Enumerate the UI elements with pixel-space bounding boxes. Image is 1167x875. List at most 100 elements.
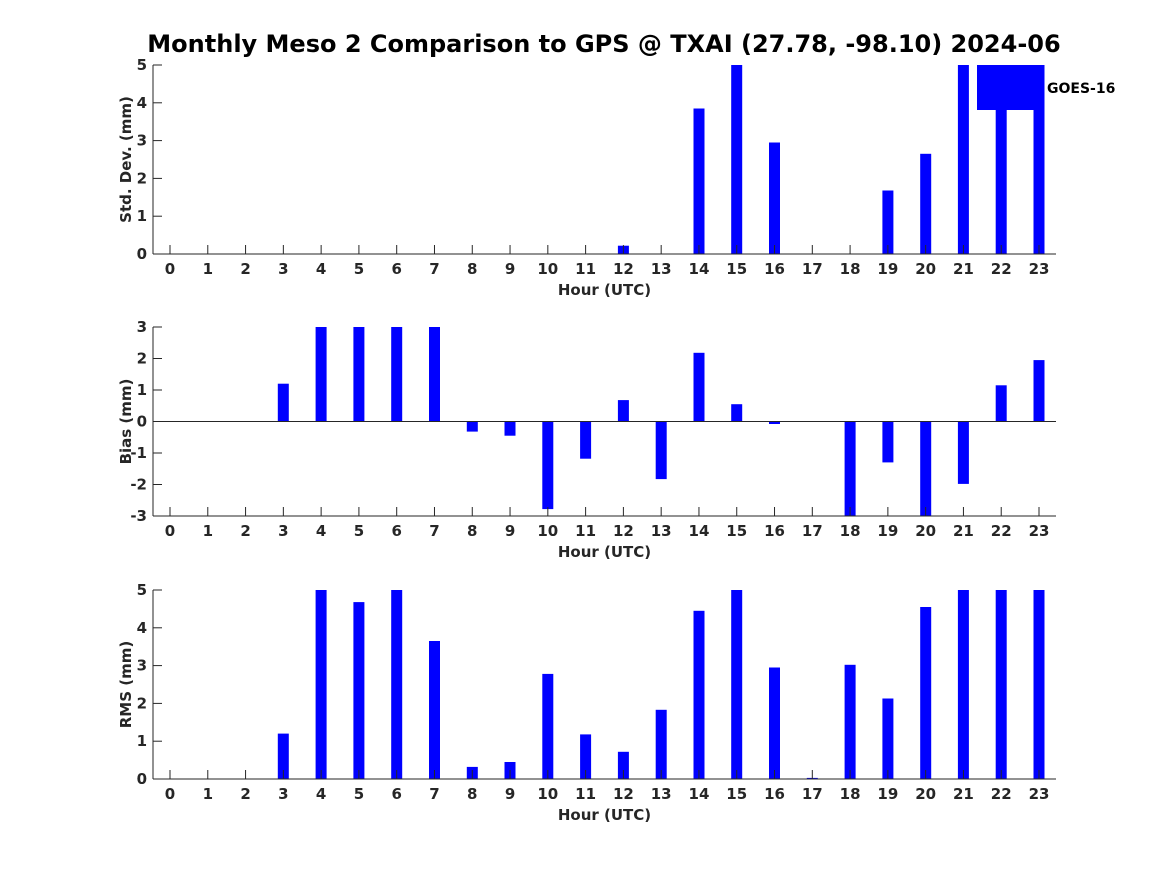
bar-hour-12 — [617, 751, 629, 779]
bar-hour-14 — [693, 108, 705, 254]
bar-hour-19 — [882, 421, 894, 463]
y-axis-label: Std. Dev. (mm) — [117, 96, 135, 223]
legend-label: GOES-16 — [1047, 81, 1115, 97]
x-tick-label: 19 — [877, 785, 898, 803]
bar-hour-21 — [957, 65, 969, 254]
x-tick-label: 13 — [651, 785, 672, 803]
y-tick-label: 0 — [137, 413, 147, 431]
bar-hour-10 — [542, 421, 554, 510]
y-tick-label: 4 — [137, 619, 147, 637]
x-tick-label: 7 — [429, 522, 439, 540]
x-tick-label: 9 — [505, 522, 515, 540]
x-tick-label: 3 — [278, 260, 288, 278]
y-tick-label: 0 — [137, 770, 147, 788]
bar-hour-15 — [731, 404, 743, 422]
x-tick-label: 21 — [953, 522, 974, 540]
x-tick-label: 20 — [915, 785, 936, 803]
bar-hour-7 — [429, 641, 440, 779]
x-tick-label: 3 — [278, 522, 288, 540]
x-tick-label: 5 — [354, 260, 364, 278]
legend-swatch — [977, 65, 1041, 110]
x-axis-label: Hour (UTC) — [558, 543, 651, 561]
bar-hour-3 — [277, 383, 289, 422]
x-tick-label: 15 — [726, 785, 747, 803]
bar-hour-16 — [769, 421, 780, 424]
bar-hour-23 — [1033, 360, 1045, 422]
bar-hour-16 — [769, 142, 780, 254]
x-tick-label: 18 — [840, 785, 861, 803]
bar-hour-23 — [1033, 65, 1045, 254]
x-tick-label: 20 — [915, 522, 936, 540]
x-tick-label: 11 — [575, 522, 596, 540]
x-tick-label: 22 — [991, 785, 1012, 803]
x-tick-label: 13 — [651, 522, 672, 540]
x-tick-label: 0 — [165, 522, 175, 540]
x-tick-label: 7 — [429, 260, 439, 278]
chart-title: Monthly Meso 2 Comparison to GPS @ TXAI … — [147, 30, 1060, 58]
x-tick-label: 8 — [467, 785, 477, 803]
x-tick-label: 3 — [278, 785, 288, 803]
y-tick-label: 2 — [137, 169, 147, 187]
bar-hour-22 — [995, 65, 1007, 254]
x-tick-label: 22 — [991, 522, 1012, 540]
x-tick-label: 1 — [203, 785, 213, 803]
chart-panels: 0 1 2 3 4 5 6 7 8 9 10 11 12 13 14 15 16 17 18 19 20 21 22 2301… — [117, 56, 1056, 824]
bar-hour-23 — [1033, 590, 1045, 779]
x-tick-label: 23 — [1029, 785, 1050, 803]
y-axis-label: RMS (mm) — [117, 641, 135, 728]
bar-hour-18 — [844, 664, 856, 779]
bar-hour-20 — [920, 153, 932, 254]
x-axis-label: Hour (UTC) — [558, 281, 651, 299]
x-tick-label: 10 — [537, 785, 558, 803]
bar-hour-22 — [995, 590, 1007, 779]
bar-hour-4 — [315, 327, 327, 422]
bar-hour-18 — [844, 421, 856, 516]
bar-hour-6 — [391, 590, 403, 779]
x-tick-label: 4 — [316, 785, 326, 803]
y-tick-label: 5 — [137, 581, 147, 599]
bar-hour-15 — [731, 590, 743, 779]
y-tick-label: 4 — [137, 94, 147, 112]
x-tick-label: 18 — [840, 522, 861, 540]
bar-hour-5 — [353, 327, 365, 422]
x-tick-label: 14 — [689, 260, 710, 278]
bar-hour-9 — [504, 421, 516, 436]
bar-hour-21 — [957, 421, 969, 484]
bar-hour-3 — [277, 733, 289, 779]
legend: GOES-16 — [977, 65, 1115, 110]
x-tick-label: 5 — [354, 785, 364, 803]
y-tick-label: -2 — [130, 476, 147, 494]
bar-hour-16 — [769, 667, 780, 779]
x-tick-label: 6 — [391, 785, 401, 803]
x-tick-label: 10 — [537, 522, 558, 540]
x-tick-label: 9 — [505, 785, 515, 803]
x-tick-label: 13 — [651, 260, 672, 278]
bar-hour-13 — [655, 709, 667, 779]
bar-hour-12 — [617, 400, 629, 422]
bar-hour-8 — [466, 421, 478, 432]
y-tick-label: 3 — [137, 657, 147, 675]
y-tick-label: 5 — [137, 56, 147, 74]
y-tick-label: 0 — [137, 245, 147, 263]
x-tick-label: 18 — [840, 260, 861, 278]
y-tick-label: 1 — [137, 732, 147, 750]
bar-hour-19 — [882, 190, 894, 254]
x-axis-label: Hour (UTC) — [558, 806, 651, 824]
x-tick-label: 8 — [467, 260, 477, 278]
x-tick-label: 2 — [240, 260, 250, 278]
x-tick-label: 4 — [316, 522, 326, 540]
x-tick-label: 7 — [429, 785, 439, 803]
x-tick-label: 15 — [726, 522, 747, 540]
bar-hour-15 — [731, 65, 743, 254]
panel-3: 0 1 2 3 4 5 6 7 8 9 10 11 12 13 14 15 16 17 18 19 20 21 22 2301… — [117, 581, 1056, 824]
x-tick-label: 23 — [1029, 260, 1050, 278]
x-tick-label: 17 — [802, 785, 823, 803]
x-tick-label: 11 — [575, 785, 596, 803]
y-tick-label: 2 — [137, 350, 147, 368]
x-tick-label: 0 — [165, 785, 175, 803]
y-tick-label: 1 — [137, 207, 147, 225]
y-tick-label: 3 — [137, 318, 147, 336]
x-tick-label: 12 — [613, 785, 634, 803]
x-tick-label: 12 — [613, 522, 634, 540]
